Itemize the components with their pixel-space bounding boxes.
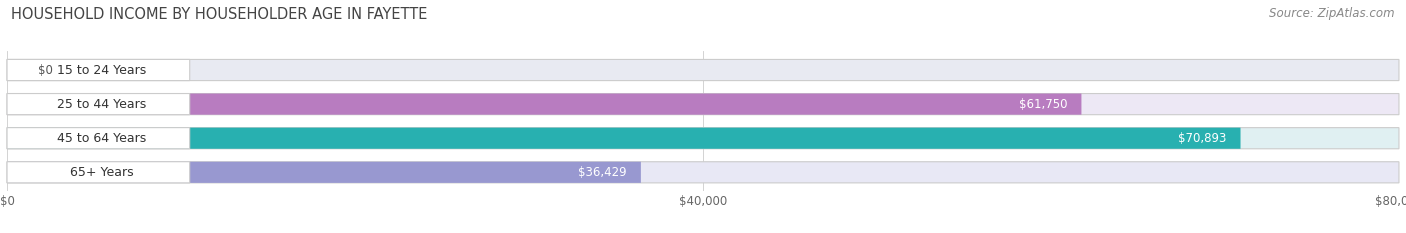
Text: 65+ Years: 65+ Years — [70, 166, 134, 179]
FancyBboxPatch shape — [7, 59, 28, 81]
Text: 15 to 24 Years: 15 to 24 Years — [58, 64, 146, 76]
FancyBboxPatch shape — [7, 59, 190, 81]
FancyBboxPatch shape — [7, 128, 190, 149]
FancyBboxPatch shape — [7, 162, 1399, 183]
FancyBboxPatch shape — [7, 93, 1081, 115]
FancyBboxPatch shape — [7, 93, 1399, 115]
Text: 25 to 44 Years: 25 to 44 Years — [58, 98, 146, 111]
FancyBboxPatch shape — [7, 128, 1240, 149]
Text: $36,429: $36,429 — [578, 166, 627, 179]
FancyBboxPatch shape — [7, 162, 641, 183]
Text: 45 to 64 Years: 45 to 64 Years — [58, 132, 146, 145]
FancyBboxPatch shape — [7, 162, 190, 183]
Text: $70,893: $70,893 — [1178, 132, 1226, 145]
FancyBboxPatch shape — [7, 59, 1399, 81]
Text: HOUSEHOLD INCOME BY HOUSEHOLDER AGE IN FAYETTE: HOUSEHOLD INCOME BY HOUSEHOLDER AGE IN F… — [11, 7, 427, 22]
Text: $61,750: $61,750 — [1019, 98, 1067, 111]
FancyBboxPatch shape — [7, 128, 1399, 149]
FancyBboxPatch shape — [7, 93, 190, 115]
Text: Source: ZipAtlas.com: Source: ZipAtlas.com — [1270, 7, 1395, 20]
Text: $0: $0 — [38, 64, 53, 76]
